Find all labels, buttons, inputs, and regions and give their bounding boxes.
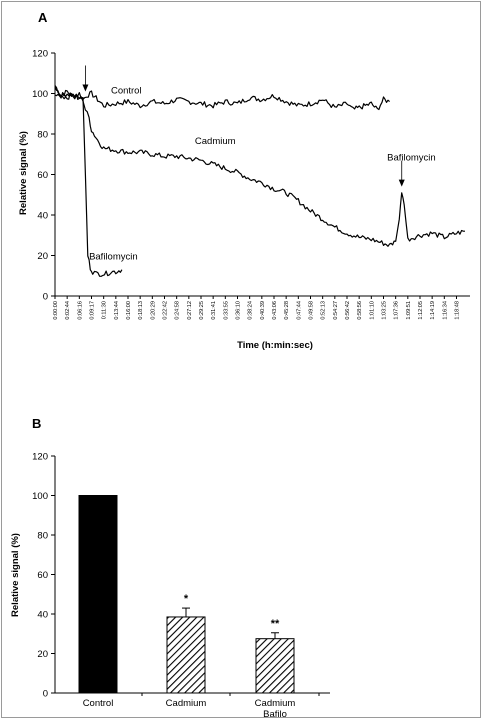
panel-a-y-ticks: 0 20 40 60 80 100 120 (32, 49, 55, 303)
category-label-cadmium-bafilo-line1: Cadmium (255, 698, 296, 709)
category-label-control: Control (83, 698, 114, 709)
panel-a-x-tick-label: 0:56:42 (345, 301, 351, 320)
panel-a-x-tick-label: 1:09:51 (406, 301, 412, 320)
panel-a-x-tick-label: 0:00:00 (53, 301, 59, 320)
panel-a-y-tick-label: 80 (37, 130, 48, 141)
panel-a-arrow-head (82, 84, 89, 92)
panel-b-y-tick-label: 20 (37, 649, 48, 660)
panel-a-x-tick-label: 1:07:36 (394, 301, 400, 320)
panel-a-x-tick-label: 0:13:44 (114, 301, 120, 320)
panel-letter-b: B (32, 416, 41, 431)
panel-b-y-tick-label: 40 (37, 610, 48, 621)
panel-a-x-tick-label: 0:09:17 (89, 301, 95, 320)
panel-a-y-tick-label: 60 (37, 170, 48, 181)
panel-b-y-tick-label: 60 (37, 570, 48, 581)
panel-a-x-tick-label: 0:52:13 (321, 301, 327, 320)
panel-a-x-tick-label: 0:24:58 (175, 301, 181, 320)
panel-a-y-tick-label: 120 (32, 49, 48, 60)
panel-a-x-tick-label: 0:47:44 (296, 301, 302, 320)
panel-a-x-tick-label: 0:33:55 (223, 301, 229, 320)
panel-a-series-line-bafilomycin (54, 86, 123, 277)
panel-b-bar-0 (78, 495, 118, 694)
panel-a-x-tick-label: 1:18:48 (454, 301, 460, 320)
panel-b-y-axis-label: Relative signal (%) (10, 533, 21, 617)
panel-b-y-tick-label: 80 (37, 531, 48, 542)
panel-a-arrow-1 (398, 160, 405, 187)
panel-a-series-line-control (54, 85, 390, 111)
panel-a-x-tick-label: 0:27:12 (187, 301, 193, 320)
panel-b-significance-2: ** (271, 618, 280, 630)
panel-a-x-axis-label: Time (h:min:sec) (237, 340, 313, 351)
category-label-cadmium-bafilo-line2: Bafilo (263, 709, 287, 720)
panel-a-x-ticks: 0:00:00 0:02:44 0:06:16 0:09:17 0:11:30 0:13:… (53, 296, 460, 320)
panel-a-x-tick-label: 1:01:10 (369, 301, 375, 320)
panel-a-x-tick-label: 1:12:05 (418, 301, 424, 320)
panel-b-y-ticks: 0 20 40 60 80 100 120 (32, 452, 55, 700)
panel-a-x-tick-label: 1:03:25 (381, 301, 387, 320)
category-label-cadmium: Cadmium (166, 698, 207, 709)
panel-a-x-tick-label: 0:31:41 (211, 301, 217, 320)
panel-a-annotation-2: Bafilomycin (89, 252, 138, 263)
panel-b-y-tick-label: 0 (43, 689, 48, 700)
panel-a-x-tick-label: 0:18:13 (138, 301, 144, 320)
panel-a-annotation-3: Bafilomycin (387, 152, 436, 163)
panel-b-bars: *** (78, 495, 320, 696)
panel-a-x-tick-label: 0:11:30 (102, 301, 108, 319)
panel-a-x-tick-label: 0:58:56 (357, 301, 363, 320)
panel-a-x-tick-label: 0:45:28 (284, 301, 290, 320)
panel-a-series-line-cadmium (54, 92, 465, 247)
panel-a-x-tick-label: 1:14:19 (430, 301, 436, 320)
panel-letter-a: A (38, 10, 48, 25)
panel-a-arrow-0 (82, 65, 89, 92)
panel-a-arrow-head (398, 179, 405, 187)
panel-a-x-tick-label: 0:49:58 (308, 301, 314, 320)
panel-a-x-tick-label: 1:16:34 (442, 301, 448, 320)
panel-a-y-tick-label: 20 (37, 251, 48, 262)
panel-a-x-tick-label: 0:02:44 (65, 301, 71, 320)
panel-a-x-tick-label: 0:54:27 (333, 301, 339, 320)
panel-a-y-tick-label: 40 (37, 211, 48, 222)
panel-a-x-tick-label: 0:16:00 (126, 301, 132, 320)
panel-a-x-tick-label: 0:06:16 (77, 301, 83, 320)
panel-b-bar-1 (166, 616, 206, 694)
panel-a-y-axis-label: Relative signal (%) (18, 131, 29, 215)
panel-a-y-tick-label: 100 (32, 89, 48, 100)
panel-a-annotation-0: Control (111, 86, 142, 97)
panel-a-annotations: Control Cadmium Bafilomycin Bafilomycin (82, 65, 436, 263)
panel-a-x-tick-label: 0:43:06 (272, 301, 278, 320)
panel-a-y-tick-label: 0 (43, 292, 48, 303)
panel-b-bar-2 (255, 638, 295, 694)
panel-b-error-bar-1 (182, 607, 190, 617)
panel-a-x-tick-label: 0:22:42 (162, 301, 168, 320)
panel-a-x-tick-label: 0:36:10 (235, 301, 241, 320)
panel-b-y-tick-label: 100 (32, 491, 48, 502)
panel-b-y-tick-label: 120 (32, 452, 48, 463)
panel-a-x-tick-label: 0:29:25 (199, 301, 205, 320)
panel-a-x-tick-label: 0:20:29 (150, 301, 156, 320)
panel-b-significance-1: * (184, 593, 189, 605)
panel-a-x-tick-label: 0:40:39 (260, 301, 266, 320)
panel-a-series (54, 85, 465, 277)
panel-a-x-tick-label: 0:38:24 (248, 301, 254, 320)
panel-a-annotation-1: Cadmium (195, 136, 236, 147)
panel-b-error-bar-2 (271, 632, 279, 639)
